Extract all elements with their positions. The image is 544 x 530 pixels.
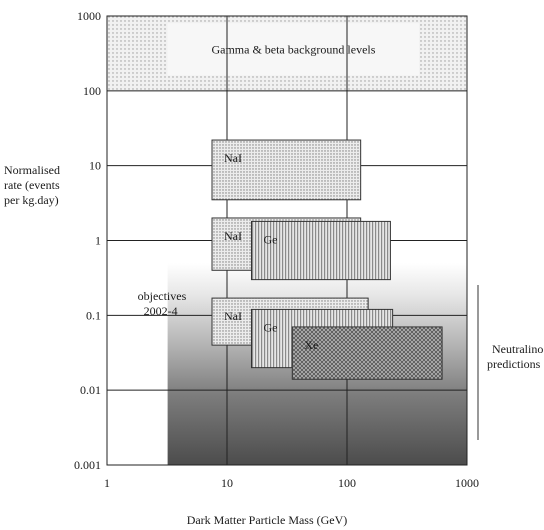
- background-band-label: Gamma & beta background levels: [211, 42, 375, 56]
- region-label-xe-5: Xe: [304, 338, 318, 352]
- region-nai-0: [211, 139, 362, 201]
- y-axis-label-line: rate (events: [4, 178, 60, 192]
- region-label-nai-0: NaI: [224, 151, 242, 165]
- y-tick-label-0: 1000: [77, 9, 101, 23]
- x-tick-label-1: 10: [221, 476, 233, 490]
- plot-frame: [106, 15, 468, 466]
- region-xe-5: [291, 326, 443, 380]
- y-tick-label-6: 0.001: [74, 458, 101, 472]
- region-label-ge-2: Ge: [263, 232, 277, 246]
- y-tick-label-1: 100: [83, 84, 101, 98]
- y-tick-label-2: 10: [89, 159, 101, 173]
- y-tick-label-5: 0.01: [80, 383, 101, 397]
- x-tick-label-3: 1000: [455, 476, 479, 490]
- objectives-annotation-line: objectives: [138, 289, 187, 303]
- neutralino-annotation: Neutralino predictions: [487, 342, 543, 371]
- region-label-nai-1: NaI: [224, 229, 242, 243]
- background-label-box: [167, 23, 420, 76]
- region-label-ge-4: Ge: [263, 320, 277, 334]
- neutralino-annotation-line: Neutralino: [492, 342, 543, 356]
- x-tick-label-0: 1: [104, 476, 110, 490]
- y-axis-label-line: per kg.day): [4, 193, 59, 207]
- region-label-nai-3: NaI: [224, 309, 242, 323]
- neutralino-annotation-line: predictions: [487, 357, 541, 371]
- y-axis-label-line: Normalised: [4, 163, 60, 177]
- objectives-annotation-line: 2002-4: [144, 304, 178, 318]
- x-axis-label: Dark Matter Particle Mass (GeV): [187, 513, 348, 527]
- y-tick-label-3: 1: [95, 234, 101, 248]
- y-tick-label-4: 0.1: [86, 308, 101, 322]
- objectives-annotation: objectives 2002-4: [138, 289, 187, 318]
- x-tick-label-2: 100: [338, 476, 356, 490]
- y-axis-label: Normalised rate (events per kg.day): [4, 163, 60, 207]
- region-ge-2: [250, 220, 391, 281]
